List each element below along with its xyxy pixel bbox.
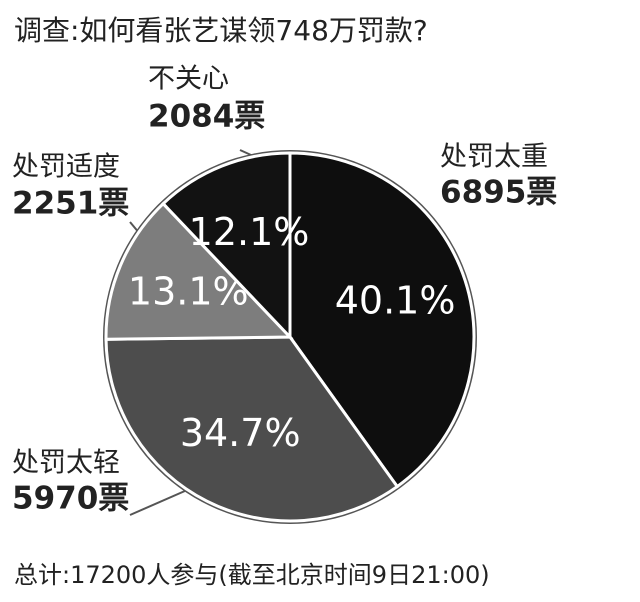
slice-label: 34.7% bbox=[180, 411, 301, 455]
pie-slice bbox=[161, 151, 292, 341]
vote-label: 6895票 bbox=[440, 175, 557, 211]
pie-slice bbox=[104, 201, 294, 341]
slice-label: 40.1% bbox=[335, 279, 456, 323]
vote-label: 2251票 bbox=[12, 186, 129, 222]
chart-title: 调查:如何看张艺谋领748万罚款? bbox=[14, 14, 428, 47]
slice-label: 13.1% bbox=[128, 270, 249, 314]
pie-slice bbox=[288, 151, 476, 489]
category-label: 处罚太重 bbox=[440, 142, 548, 173]
category-label: 处罚太轻 bbox=[12, 448, 120, 479]
slice-label: 12.1% bbox=[189, 210, 310, 254]
vote-label: 5970票 bbox=[12, 481, 129, 517]
note: 总计:17200人参与(截至北京时间9日21:00) bbox=[14, 561, 490, 589]
category-label: 不关心 bbox=[148, 64, 229, 95]
pie-slice bbox=[104, 335, 400, 523]
category-label: 处罚适度 bbox=[12, 152, 120, 183]
vote-label: 2084票 bbox=[148, 99, 265, 135]
